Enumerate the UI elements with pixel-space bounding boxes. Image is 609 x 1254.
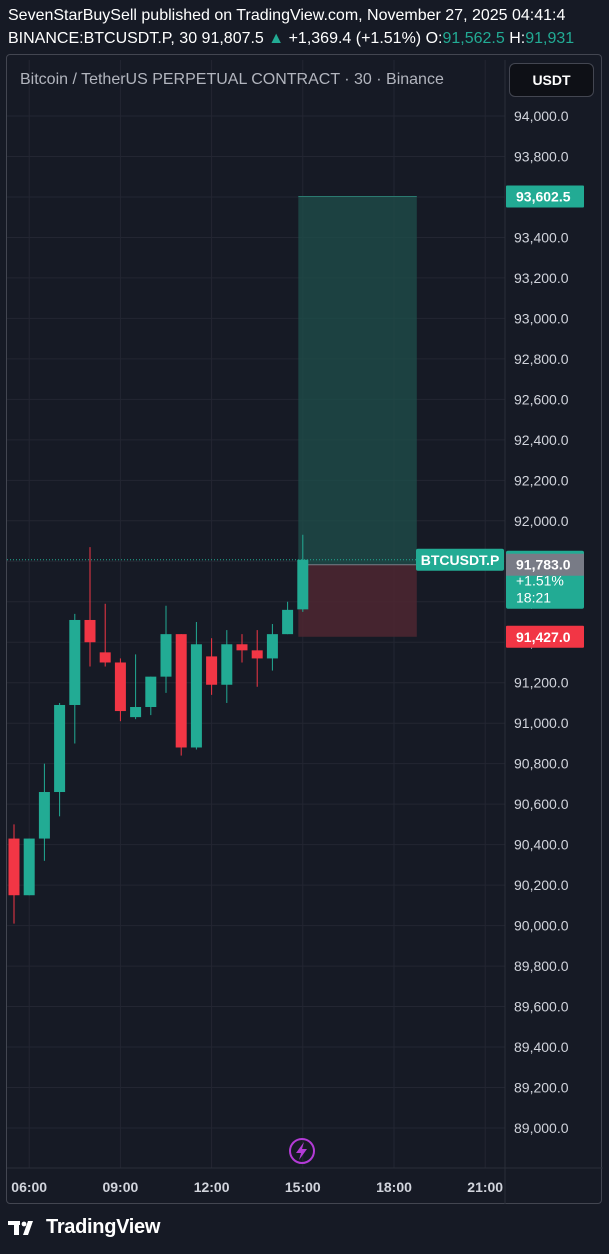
- y-tick-label: 92,600.0: [514, 391, 569, 407]
- candle-body: [84, 619, 96, 643]
- y-tick-label: 89,000.0: [514, 1120, 569, 1136]
- symbol-label: BINANCE:BTCUSDT.P, 30: [8, 30, 198, 47]
- y-tick-label: 92,800.0: [514, 351, 569, 367]
- y-tick-label: 92,400.0: [514, 432, 569, 448]
- high-value: 91,931: [525, 30, 575, 47]
- candle-body: [190, 644, 202, 748]
- target-price-label: 93,602.5: [516, 188, 571, 204]
- y-tick-label: 93,200.0: [514, 270, 569, 286]
- currency-button[interactable]: USDT: [509, 63, 594, 97]
- y-tick-label: 90,600.0: [514, 796, 569, 812]
- chart-title: Bitcoin / TetherUS PERPETUAL CONTRACT · …: [20, 71, 444, 88]
- stop-price-label: 91,427.0: [516, 629, 571, 645]
- candle-body: [297, 559, 309, 610]
- candles: [8, 534, 309, 924]
- lightning-icon: [289, 1138, 315, 1164]
- candle-body: [38, 792, 50, 839]
- symbol-badge: [416, 548, 504, 571]
- candle-body: [236, 644, 248, 651]
- symbol-info-line: BINANCE:BTCUSDT.P, 30 91,807.5 ▲ +1,369.…: [8, 30, 574, 48]
- target-zone: [298, 196, 417, 565]
- price-change: +1,369.4 (+1.51%): [288, 30, 422, 47]
- candle-body: [114, 662, 126, 712]
- candle-body: [251, 650, 263, 659]
- bar-countdown: 18:21: [516, 590, 551, 606]
- x-tick-label: 12:00: [194, 1179, 230, 1195]
- high-label: H:: [509, 30, 526, 47]
- candle-body: [221, 644, 233, 685]
- y-tick-label: 90,400.0: [514, 837, 569, 853]
- candle-body: [130, 707, 142, 718]
- candle-body: [69, 619, 81, 705]
- y-tick-label: 92,200.0: [514, 472, 569, 488]
- y-tick-label: 90,200.0: [514, 877, 569, 893]
- last-price: 91,807.5: [201, 30, 264, 47]
- x-tick-label: 15:00: [285, 1179, 321, 1195]
- entry-price-badge: [506, 553, 584, 576]
- y-tick-label: 92,000.0: [514, 513, 569, 529]
- stop-zone: [298, 564, 417, 637]
- open-label: O:: [425, 30, 443, 47]
- y-tick-label: 90,800.0: [514, 756, 569, 772]
- footer-logo[interactable]: TradingView: [8, 1216, 160, 1239]
- x-tick-label: 21:00: [467, 1179, 503, 1195]
- y-tick-label: 91,000.0: [514, 715, 569, 731]
- y-tick-label: 91,200.0: [514, 675, 569, 691]
- candle-body: [160, 634, 172, 677]
- y-tick-label: 93,400.0: [514, 229, 569, 245]
- stop-price-badge: [506, 625, 584, 648]
- y-tick-label: 93,000.0: [514, 310, 569, 326]
- y-tick-label: 93,800.0: [514, 148, 569, 164]
- y-tick-label: 94,000.0: [514, 108, 569, 124]
- open-value: 91,562.5: [442, 30, 505, 47]
- y-tick-label: 89,600.0: [514, 999, 569, 1015]
- candle-body: [99, 652, 111, 663]
- x-tick-label: 06:00: [11, 1179, 47, 1195]
- footer-brand: TradingView: [46, 1216, 161, 1238]
- publish-info: SevenStarBuySell published on TradingVie…: [8, 7, 566, 24]
- y-tick-label: 90,000.0: [514, 918, 569, 934]
- entry-price-label: 91,783.0: [516, 557, 571, 573]
- candle-body: [145, 676, 157, 708]
- candle-body: [282, 609, 294, 635]
- candle-body: [54, 704, 66, 793]
- lightning-bolt: [296, 1142, 307, 1160]
- candle-body: [8, 838, 20, 896]
- symbol-badge-label: BTCUSDT.P: [421, 552, 500, 568]
- tradingview-logo-icon: [8, 1220, 33, 1235]
- target-price-badge: [506, 185, 584, 208]
- candle-body: [23, 838, 35, 896]
- candle-body: [175, 634, 187, 748]
- candle-body: [206, 656, 218, 685]
- x-tick-label: 09:00: [102, 1179, 138, 1195]
- y-tick-label: 89,800.0: [514, 958, 569, 974]
- price-change-percent: +1.51%: [516, 573, 564, 589]
- candle-body: [266, 634, 278, 659]
- y-tick-label: 89,200.0: [514, 1080, 569, 1096]
- x-tick-label: 18:00: [376, 1179, 412, 1195]
- y-tick-label: 89,400.0: [514, 1039, 569, 1055]
- triangle-up-icon: ▲: [268, 30, 285, 47]
